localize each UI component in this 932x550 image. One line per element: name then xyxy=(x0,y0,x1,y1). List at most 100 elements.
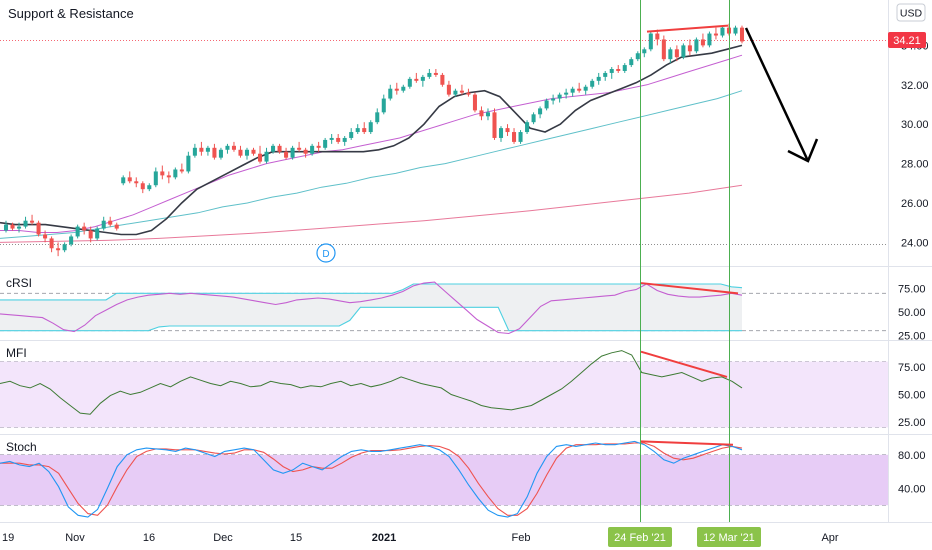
crsi-tick-label-2: 25.00 xyxy=(898,330,926,342)
candle-body-31 xyxy=(205,147,210,152)
candle-body-37 xyxy=(244,149,250,156)
candle-body-10 xyxy=(69,236,74,245)
interval-badge[interactable]: D xyxy=(316,243,336,263)
ma-mid-line xyxy=(0,54,743,233)
candle-body-51 xyxy=(336,137,341,142)
candle-body-1 xyxy=(10,224,15,229)
candle-body-66 xyxy=(433,72,438,75)
candle-body-45 xyxy=(297,147,302,150)
candle-body-12 xyxy=(82,226,87,231)
candle-body-50 xyxy=(329,137,334,140)
candle-body-9 xyxy=(62,244,67,251)
stoch-panel-label: Stoch xyxy=(6,440,37,454)
x-tick-label-5: 2021 xyxy=(372,532,396,544)
candle-body-84 xyxy=(551,98,556,101)
stoch-k-line xyxy=(0,440,743,518)
candle-body-53 xyxy=(349,132,354,138)
candle-body-80 xyxy=(525,122,530,133)
candle-body-52 xyxy=(342,137,347,142)
interval-badge-circle[interactable] xyxy=(316,243,336,263)
candle-body-107 xyxy=(700,39,705,46)
price-tick-label-4: 28.00 xyxy=(901,159,929,171)
candle-body-36 xyxy=(238,149,243,156)
candle-body-112 xyxy=(733,27,738,34)
ma-slow-line xyxy=(0,90,743,239)
candle-body-57 xyxy=(375,112,380,123)
candle-body-49 xyxy=(323,139,328,148)
currency-button-frame[interactable] xyxy=(896,3,926,22)
candle-body-42 xyxy=(277,145,282,152)
crsi-tick-label-1: 50.00 xyxy=(898,307,926,319)
candle-body-54 xyxy=(355,128,360,133)
candle-body-22 xyxy=(147,185,152,190)
mfi-tick-label-2: 25.00 xyxy=(898,417,926,429)
candle-body-77 xyxy=(505,128,510,133)
candle-body-95 xyxy=(622,65,627,71)
candle-body-58 xyxy=(381,98,386,113)
candle-body-64 xyxy=(420,76,425,81)
candle-body-13 xyxy=(88,230,93,239)
candle-body-100 xyxy=(655,33,660,40)
stoch-divergence-line xyxy=(640,440,734,446)
candle-body-29 xyxy=(192,147,197,156)
interval-badge-text[interactable]: D xyxy=(322,249,329,260)
candle-body-68 xyxy=(446,84,451,95)
candle-body-89 xyxy=(583,86,588,91)
candle-body-14 xyxy=(95,228,100,239)
candle-body-4 xyxy=(30,220,35,223)
crsi-upper-band xyxy=(0,283,743,301)
candle-body-75 xyxy=(492,112,497,138)
candle-body-108 xyxy=(707,33,712,46)
candle-body-111 xyxy=(726,27,731,34)
candle-body-21 xyxy=(140,183,145,190)
candle-body-103 xyxy=(674,49,679,58)
candle-body-46 xyxy=(303,149,308,154)
candle-body-94 xyxy=(616,69,621,71)
candle-body-93 xyxy=(609,69,614,73)
x-date-badge-8 xyxy=(697,527,761,547)
candle-body-104 xyxy=(681,45,686,58)
candle-body-79 xyxy=(518,132,523,142)
candle-body-102 xyxy=(668,49,673,60)
ma-fast-line xyxy=(0,44,743,236)
candle-body-28 xyxy=(186,155,191,172)
candle-body-30 xyxy=(199,147,204,152)
candle-body-41 xyxy=(271,145,276,152)
candle-body-70 xyxy=(459,90,464,93)
candle-body-81 xyxy=(531,114,536,123)
crsi-lower-band xyxy=(0,306,742,332)
x-tick-label-3: Dec xyxy=(213,532,233,544)
price-divergence-line xyxy=(646,24,729,33)
candle-body-76 xyxy=(498,128,504,138)
down-arrow-shaft xyxy=(744,27,810,162)
x-tick-label-7: 24 Feb '21 xyxy=(614,532,666,544)
candle-body-2 xyxy=(17,226,22,229)
candle-body-65 xyxy=(427,72,432,77)
candle-body-99 xyxy=(648,33,653,50)
candle-body-110 xyxy=(720,27,725,36)
x-tick-label-4: 15 xyxy=(290,532,302,544)
currency-button[interactable]: USD xyxy=(896,3,926,22)
down-arrow-head xyxy=(787,138,819,163)
candle-body-90 xyxy=(590,80,595,87)
candle-body-6 xyxy=(43,234,48,239)
crsi-band-fill xyxy=(0,284,742,331)
price-tick-label-5: 26.00 xyxy=(901,198,929,210)
candle-body-78 xyxy=(512,132,517,142)
candle-body-105 xyxy=(687,45,692,52)
candle-body-5 xyxy=(36,222,41,235)
candle-body-88 xyxy=(577,88,582,91)
candle-body-74 xyxy=(485,112,491,117)
chart-title: Support & Resistance xyxy=(8,6,134,21)
currency-label[interactable]: USD xyxy=(900,8,923,20)
price-tick-label-3: 30.00 xyxy=(901,119,929,131)
candle-body-0 xyxy=(3,224,9,231)
x-tick-label-6: Feb xyxy=(512,532,531,544)
candle-body-27 xyxy=(179,169,184,172)
candle-body-33 xyxy=(218,149,223,158)
candle-body-59 xyxy=(388,88,393,99)
mfi-band-fill xyxy=(0,361,888,428)
candle-body-69 xyxy=(453,90,458,95)
crsi-line xyxy=(0,281,743,335)
candle-body-23 xyxy=(153,171,158,186)
